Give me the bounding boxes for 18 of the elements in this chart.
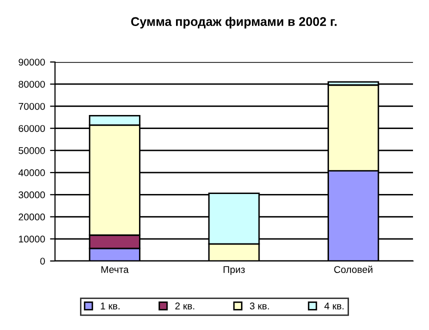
legend-label: 2 кв.: [175, 302, 194, 310]
y-tick-label: 70000: [18, 102, 45, 110]
y-tick-label: 50000: [18, 147, 45, 154]
y-tick-label: 30000: [18, 191, 45, 198]
y-tick-label: 20000: [18, 214, 45, 220]
y-tick-label: 80000: [18, 80, 45, 88]
legend-label: 4 кв.: [324, 302, 344, 310]
x-tick-label: Приз: [224, 266, 245, 275]
y-tick-label: 60000: [18, 125, 45, 132]
legend-label: 3 кв.: [250, 302, 269, 310]
y-tick-label: 10000: [18, 236, 45, 243]
x-tick-label: Соловей: [334, 266, 372, 273]
y-tick-label: 0: [40, 258, 45, 265]
chart-title: Сумма продаж фирмами в 2002 г.: [131, 16, 337, 28]
y-tick-label: 40000: [18, 169, 45, 176]
x-tick-label: Мечта: [101, 266, 129, 273]
legend-label: 1 кв.: [100, 302, 120, 310]
y-tick-label: 90000: [18, 58, 45, 66]
